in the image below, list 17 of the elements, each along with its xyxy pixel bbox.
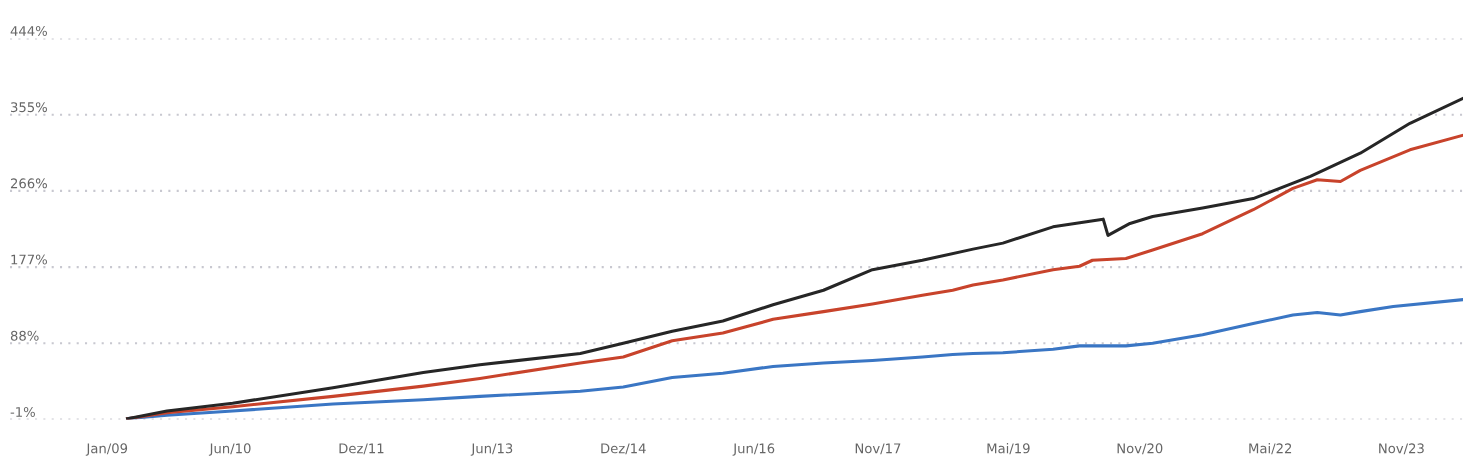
y-tick-label: -1% [10, 406, 35, 417]
x-tick-label: Jun/10 [208, 443, 251, 456]
y-tick-label: 355% [11, 102, 47, 113]
x-tick-label: Jun/13 [470, 443, 513, 456]
y-tick-label: 266% [10, 178, 47, 189]
y-tick-label: 88% [10, 330, 39, 341]
x-tick-label: Nov/20 [1117, 443, 1163, 455]
x-tick-label: Nov/23 [1379, 443, 1424, 455]
x-tick-label: Mai/19 [987, 443, 1030, 455]
x-tick-label: Jun/16 [732, 443, 775, 456]
x-tick-label: Mai/22 [1249, 443, 1292, 455]
y-tick-label: 444% [10, 25, 47, 36]
x-tick-label: Nov/17 [855, 443, 901, 455]
x-tick-label: Jan/09 [85, 443, 128, 456]
y-tick-label: 177% [11, 254, 47, 265]
x-tick-label: Dez/14 [601, 443, 646, 455]
x-tick-label: Dez/11 [339, 443, 384, 455]
